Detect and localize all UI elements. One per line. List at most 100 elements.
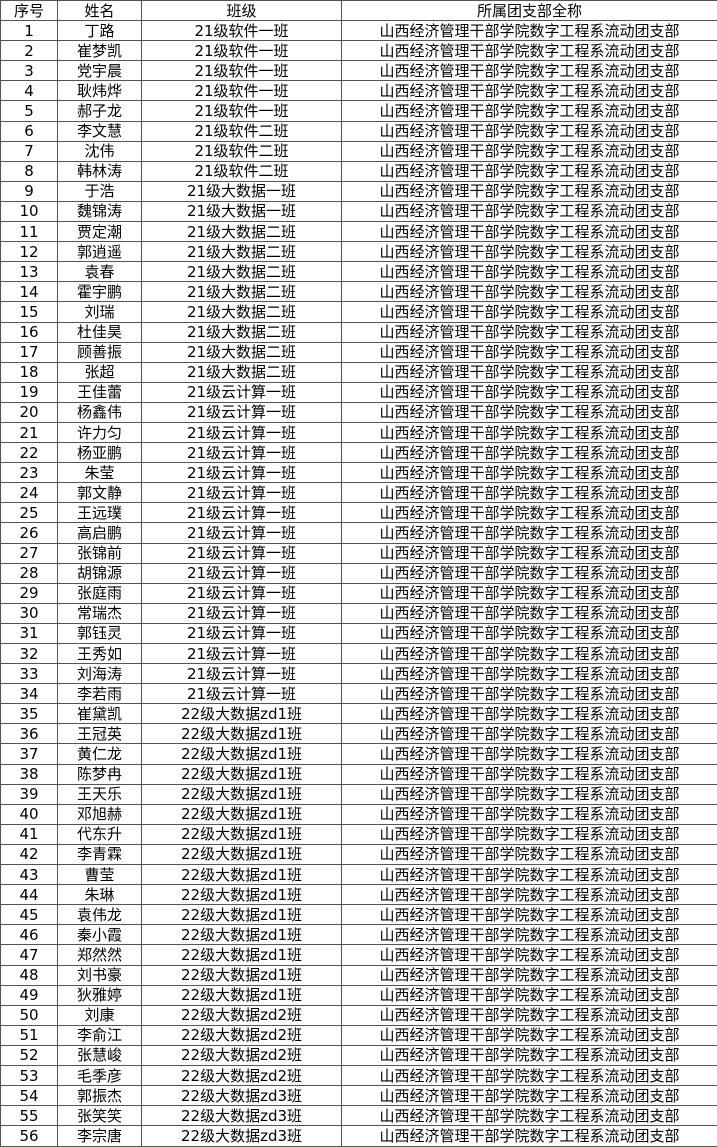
name-cell: 王佳蕾 bbox=[57, 381, 142, 403]
table-row: 52 张慧峻 22级大数据zd2班 山西经济管理干部学院数字工程系流动团支部 bbox=[0, 1044, 717, 1066]
branch-cell: 山西经济管理干部学院数字工程系流动团支部 bbox=[341, 723, 717, 745]
table-row: 31 郭钰灵 21级云计算一班 山西经济管理干部学院数字工程系流动团支部 bbox=[0, 622, 717, 645]
table-row: 21 许力匀 21级云计算一班 山西经济管理干部学院数字工程系流动团支部 bbox=[0, 421, 717, 444]
branch-cell: 山西经济管理干部学院数字工程系流动团支部 bbox=[341, 281, 717, 303]
name-cell: 郭振杰 bbox=[57, 1085, 142, 1107]
table-row: 17 顾善振 21级大数据二班 山西经济管理干部学院数字工程系流动团支部 bbox=[0, 341, 717, 363]
table-row: 22 杨亚鹏 21级云计算一班 山西经济管理干部学院数字工程系流动团支部 bbox=[0, 442, 717, 464]
table-row: 24 郭文静 21级云计算一班 山西经济管理干部学院数字工程系流动团支部 bbox=[0, 482, 717, 504]
table-row: 18 张超 21级大数据二班 山西经济管理干部学院数字工程系流动团支部 bbox=[0, 361, 717, 383]
table-row: 2 崔梦凯 21级软件一班 山西经济管理干部学院数字工程系流动团支部 bbox=[0, 40, 717, 62]
header-cell: 姓名 bbox=[57, 0, 142, 22]
name-cell: 刘康 bbox=[57, 1004, 142, 1026]
branch-cell: 山西经济管理干部学院数字工程系流动团支部 bbox=[341, 80, 717, 102]
name-cell: 常瑞杰 bbox=[57, 602, 142, 624]
branch-cell: 山西经济管理干部学院数字工程系流动团支部 bbox=[341, 241, 717, 263]
serial-cell: 50 bbox=[0, 1004, 58, 1026]
class-cell: 22级大数据zd1班 bbox=[141, 763, 342, 785]
serial-cell: 23 bbox=[0, 462, 58, 484]
name-cell: 沈伟 bbox=[57, 140, 142, 162]
table-row: 8 韩林涛 21级软件二班 山西经济管理干部学院数字工程系流动团支部 bbox=[0, 160, 717, 182]
serial-cell: 41 bbox=[0, 823, 58, 845]
serial-cell: 13 bbox=[0, 261, 58, 283]
serial-cell: 42 bbox=[0, 843, 58, 866]
class-cell: 21级云计算一班 bbox=[141, 502, 342, 524]
branch-cell: 山西经济管理干部学院数字工程系流动团支部 bbox=[341, 502, 717, 524]
table-row: 14 霍宇鹏 21级大数据二班 山西经济管理干部学院数字工程系流动团支部 bbox=[0, 281, 717, 303]
class-cell: 21级大数据二班 bbox=[141, 341, 342, 363]
name-cell: 魏锦涛 bbox=[57, 200, 142, 223]
class-cell: 21级大数据二班 bbox=[141, 241, 342, 263]
serial-cell: 15 bbox=[0, 301, 58, 323]
class-cell: 21级云计算一班 bbox=[141, 683, 342, 705]
class-cell: 22级大数据zd1班 bbox=[141, 944, 342, 966]
table-row: 55 张笑笑 22级大数据zd3班 山西经济管理干部学院数字工程系流动团支部 bbox=[0, 1105, 717, 1127]
class-cell: 21级软件二班 bbox=[141, 140, 342, 162]
name-cell: 邓旭赫 bbox=[57, 803, 142, 825]
name-cell: 李若雨 bbox=[57, 683, 142, 705]
branch-cell: 山西经济管理干部学院数字工程系流动团支部 bbox=[341, 421, 717, 444]
class-cell: 22级大数据zd1班 bbox=[141, 984, 342, 1006]
table-row: 40 邓旭赫 22级大数据zd1班 山西经济管理干部学院数字工程系流动团支部 bbox=[0, 803, 717, 825]
branch-cell: 山西经济管理干部学院数字工程系流动团支部 bbox=[341, 1064, 717, 1087]
branch-cell: 山西经济管理干部学院数字工程系流动团支部 bbox=[341, 442, 717, 464]
name-cell: 党宇晨 bbox=[57, 60, 142, 82]
table-row: 16 杜佳昊 21级大数据二班 山西经济管理干部学院数字工程系流动团支部 bbox=[0, 321, 717, 343]
table-row: 23 朱莹 21级云计算一班 山西经济管理干部学院数字工程系流动团支部 bbox=[0, 462, 717, 484]
branch-cell: 山西经济管理干部学院数字工程系流动团支部 bbox=[341, 180, 717, 202]
branch-cell: 山西经济管理干部学院数字工程系流动团支部 bbox=[341, 381, 717, 403]
branch-cell: 山西经济管理干部学院数字工程系流动团支部 bbox=[341, 783, 717, 805]
branch-cell: 山西经济管理干部学院数字工程系流动团支部 bbox=[341, 301, 717, 323]
class-cell: 21级大数据二班 bbox=[141, 261, 342, 283]
name-cell: 郭钰灵 bbox=[57, 622, 142, 645]
name-cell: 刘海涛 bbox=[57, 663, 142, 685]
name-cell: 曹莹 bbox=[57, 864, 142, 886]
class-cell: 21级云计算一班 bbox=[141, 381, 342, 403]
class-cell: 21级云计算一班 bbox=[141, 421, 342, 444]
class-cell: 21级软件二班 bbox=[141, 120, 342, 142]
name-cell: 杨亚鹏 bbox=[57, 442, 142, 464]
name-cell: 崔梦凯 bbox=[57, 40, 142, 62]
class-cell: 21级软件一班 bbox=[141, 20, 342, 42]
class-cell: 21级云计算一班 bbox=[141, 462, 342, 484]
serial-cell: 49 bbox=[0, 984, 58, 1006]
branch-cell: 山西经济管理干部学院数字工程系流动团支部 bbox=[341, 1044, 717, 1066]
class-cell: 21级云计算一班 bbox=[141, 622, 342, 645]
branch-cell: 山西经济管理干部学院数字工程系流动团支部 bbox=[341, 924, 717, 946]
table-row: 7 沈伟 21级软件二班 山西经济管理干部学院数字工程系流动团支部 bbox=[0, 140, 717, 162]
name-cell: 陈梦冉 bbox=[57, 763, 142, 785]
table-row: 9 于浩 21级大数据一班 山西经济管理干部学院数字工程系流动团支部 bbox=[0, 180, 717, 202]
name-cell: 张慧峻 bbox=[57, 1044, 142, 1066]
serial-cell: 35 bbox=[0, 703, 58, 725]
branch-cell: 山西经济管理干部学院数字工程系流动团支部 bbox=[341, 1125, 717, 1147]
header-row: 序号 姓名 班级 所属团支部全称 bbox=[0, 0, 717, 22]
table-row: 30 常瑞杰 21级云计算一班 山西经济管理干部学院数字工程系流动团支部 bbox=[0, 602, 717, 624]
table-row: 43 曹莹 22级大数据zd1班 山西经济管理干部学院数字工程系流动团支部 bbox=[0, 864, 717, 886]
branch-cell: 山西经济管理干部学院数字工程系流动团支部 bbox=[341, 361, 717, 383]
serial-cell: 9 bbox=[0, 180, 58, 202]
class-cell: 22级大数据zd3班 bbox=[141, 1105, 342, 1127]
branch-cell: 山西经济管理干部学院数字工程系流动团支部 bbox=[341, 1004, 717, 1026]
class-cell: 21级云计算一班 bbox=[141, 642, 342, 665]
table-row: 15 刘瑞 21级大数据二班 山西经济管理干部学院数字工程系流动团支部 bbox=[0, 301, 717, 323]
serial-cell: 36 bbox=[0, 723, 58, 745]
class-cell: 21级软件一班 bbox=[141, 60, 342, 82]
branch-cell: 山西经济管理干部学院数字工程系流动团支部 bbox=[341, 160, 717, 182]
name-cell: 郭文静 bbox=[57, 482, 142, 504]
name-cell: 崔黛凯 bbox=[57, 703, 142, 725]
serial-cell: 20 bbox=[0, 401, 58, 423]
name-cell: 郑然然 bbox=[57, 944, 142, 966]
name-cell: 张锦前 bbox=[57, 542, 142, 564]
name-cell: 张超 bbox=[57, 361, 142, 383]
name-cell: 李文慧 bbox=[57, 120, 142, 142]
name-cell: 丁路 bbox=[57, 20, 142, 42]
name-cell: 郭逍遥 bbox=[57, 241, 142, 263]
serial-cell: 12 bbox=[0, 241, 58, 263]
serial-cell: 2 bbox=[0, 40, 58, 62]
name-cell: 袁伟龙 bbox=[57, 904, 142, 926]
class-cell: 21级软件一班 bbox=[141, 100, 342, 122]
serial-cell: 53 bbox=[0, 1064, 58, 1087]
branch-cell: 山西经济管理干部学院数字工程系流动团支部 bbox=[341, 743, 717, 765]
table-row: 28 胡锦源 21级云计算一班 山西经济管理干部学院数字工程系流动团支部 bbox=[0, 562, 717, 584]
name-cell: 李宗唐 bbox=[57, 1125, 142, 1147]
